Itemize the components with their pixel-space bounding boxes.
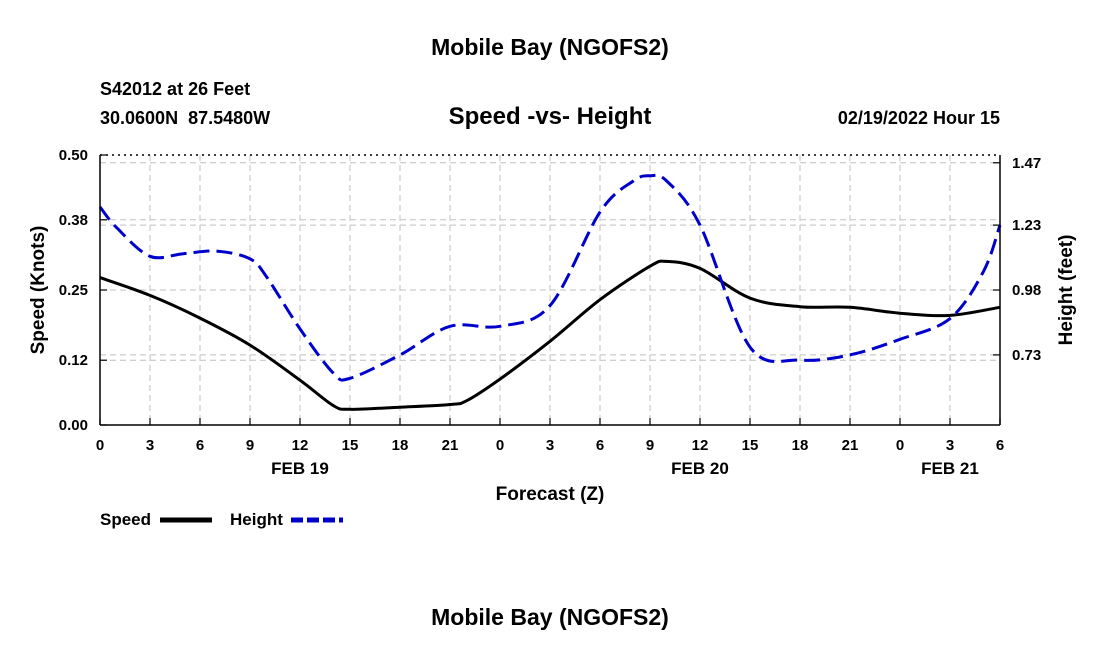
x-tick-label: 21 xyxy=(842,437,859,454)
x-tick-label: 6 xyxy=(996,437,1004,454)
x-tick-label: 9 xyxy=(646,437,654,454)
station-name: S42012 at 26 Feet xyxy=(100,79,250,99)
chart-title: Mobile Bay (NGOFS2) xyxy=(431,34,669,60)
grid xyxy=(100,155,1000,425)
x-tick-label: 0 xyxy=(496,437,504,454)
x-tick-label: 0 xyxy=(96,437,104,454)
y-right-tick-label: 1.23 xyxy=(1012,217,1041,234)
y-right-tick-label: 1.47 xyxy=(1012,155,1041,172)
x-tick-label: 3 xyxy=(146,437,154,454)
x-tick-label: 15 xyxy=(742,437,759,454)
x-tick-label: 15 xyxy=(342,437,359,454)
day-label: FEB 21 xyxy=(921,459,979,478)
x-tick-label: 3 xyxy=(946,437,954,454)
series-line-height xyxy=(98,173,1002,382)
x-tick-label: 21 xyxy=(442,437,459,454)
day-label: FEB 20 xyxy=(671,459,729,478)
series-layer xyxy=(98,173,1002,411)
x-axis-label: Forecast (Z) xyxy=(496,484,605,505)
x-tick-label: 6 xyxy=(596,437,604,454)
x-tick-label: 3 xyxy=(546,437,554,454)
day-label: FEB 19 xyxy=(271,459,329,478)
x-tick-label: 18 xyxy=(792,437,809,454)
y-left-tick-label: 0.38 xyxy=(59,212,88,229)
x-tick-label: 18 xyxy=(392,437,409,454)
x-tick-label: 12 xyxy=(292,437,309,454)
x-tick-label: 6 xyxy=(196,437,204,454)
x-tick-label: 12 xyxy=(692,437,709,454)
y-left-tick-label: 0.25 xyxy=(59,282,88,299)
y-left-tick-label: 0.12 xyxy=(59,352,88,369)
footer-title: Mobile Bay (NGOFS2) xyxy=(431,604,669,630)
y-right-tick-label: 0.98 xyxy=(1012,282,1041,299)
station-coordinates: 30.0600N 87.5480W xyxy=(100,108,270,128)
x-tick-label: 0 xyxy=(896,437,904,454)
series-line-speed xyxy=(99,259,1001,411)
legend-speed-label: Speed xyxy=(100,510,151,529)
y-right-tick-label: 0.73 xyxy=(1012,347,1041,364)
legend-height-label: Height xyxy=(230,510,283,529)
chart-subtitle: Speed -vs- Height xyxy=(449,103,652,130)
y-axis-right-label: Height (feet) xyxy=(1056,235,1077,346)
x-tick-label: 9 xyxy=(246,437,254,454)
legend: Speed Height xyxy=(100,510,343,529)
y-axis-left-label: Speed (Knots) xyxy=(28,226,49,355)
tick-labels: 0 3 6 9 12 15 18 21 0 3 6 9 12 15 18 21 0 3 6 FEB 19 FEB 20 F… xyxy=(59,147,1041,478)
forecast-datetime: 02/19/2022 Hour 15 xyxy=(838,108,1000,128)
y-left-tick-label: 0.00 xyxy=(59,417,88,434)
y-left-tick-label: 0.50 xyxy=(59,147,88,164)
